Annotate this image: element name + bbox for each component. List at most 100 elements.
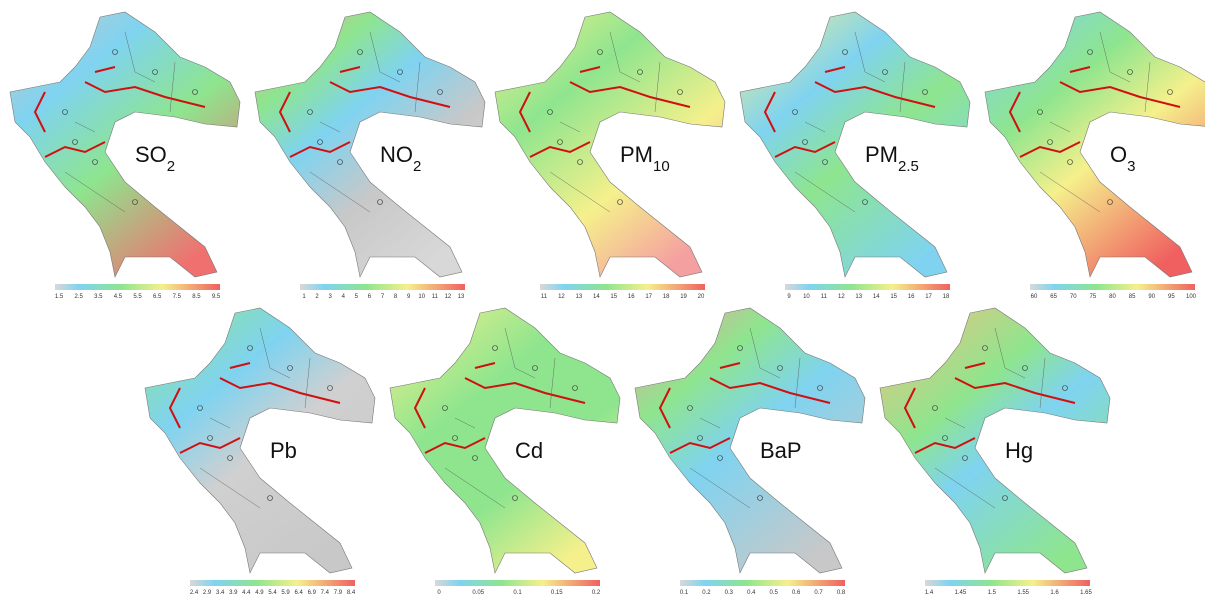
colorbar-tick-label: 17 [925, 294, 932, 300]
colorbar-tick-label: 8.4 [347, 590, 356, 596]
colorbar-tick-label: 13 [458, 294, 465, 300]
colorbar-tick-label: 0.05 [472, 590, 484, 596]
colorbar-tick-label: 5 [355, 294, 359, 300]
colorbar-tick-label: 80 [1109, 294, 1116, 300]
title-base: Hg [1005, 438, 1033, 463]
colorbar-tick-label: 1.55 [1017, 590, 1029, 596]
map-area [880, 308, 1110, 573]
colorbar-tick-label: 6.4 [294, 590, 303, 596]
colorbar-tick-label: 7.4 [321, 590, 330, 596]
colorbar [300, 284, 465, 290]
colorbar-tick-label: 0.3 [725, 590, 734, 596]
map-area [390, 308, 620, 573]
colorbar [785, 284, 950, 290]
colorbar [1030, 284, 1195, 290]
colorbar [55, 284, 220, 290]
map-panel: BaP0.10.20.30.40.50.60.70.8 [635, 308, 865, 596]
colorbar [435, 580, 600, 586]
map-area [635, 308, 865, 573]
colorbar-tick-label: 9 [787, 294, 791, 300]
colorbar-tick-label: 0.4 [747, 590, 756, 596]
colorbar-tick-label: 13 [855, 294, 862, 300]
colorbar [540, 284, 705, 290]
colorbar-tick-label: 10 [803, 294, 810, 300]
colorbar-tick-label: 0.6 [792, 590, 801, 596]
colorbar-tick-label: 65 [1050, 294, 1057, 300]
colorbar-tick-label: 12 [838, 294, 845, 300]
map-title: Pb [270, 438, 297, 463]
map-area [495, 12, 725, 277]
map-panel: PM2.59101112131415161718 [740, 12, 970, 300]
colorbar-tick-label: 0.8 [837, 590, 846, 596]
colorbar-tick-label: 3 [328, 294, 332, 300]
colorbar-tick-label: 8 [394, 294, 398, 300]
colorbar-tick-label: 6 [368, 294, 372, 300]
map-area [145, 308, 375, 573]
colorbar-tick-label: 8.5 [192, 294, 201, 300]
colorbar-tick-label: 2.5 [74, 294, 83, 300]
map-panel: Cd00.050.10.150.2 [390, 308, 620, 596]
map-area [985, 12, 1205, 277]
colorbar-tick-label: 7.9 [334, 590, 343, 596]
title-base: PM [620, 142, 653, 167]
title-sub: 2.5 [898, 158, 919, 175]
colorbar-tick-label: 12 [558, 294, 565, 300]
colorbar-tick-label: 17 [645, 294, 652, 300]
colorbar-tick-label: 3.9 [229, 590, 238, 596]
colorbar-tick-label: 4.9 [255, 590, 264, 596]
colorbar-tick-label: 1.4 [925, 590, 934, 596]
colorbar-tick-label: 5.5 [133, 294, 142, 300]
colorbar-tick-label: 14 [873, 294, 880, 300]
colorbar-tick-label: 85 [1129, 294, 1136, 300]
map-title: O3 [1110, 142, 1135, 175]
colorbar-tick-label: 7 [381, 294, 385, 300]
map-panel: NO212345678910111213 [255, 12, 485, 300]
title-base: SO [135, 142, 167, 167]
colorbar-tick-label: 1.65 [1080, 590, 1092, 596]
map-panel: SO21.52.53.54.55.56.57.58.59.5 [10, 12, 240, 300]
colorbar-tick-label: 19 [680, 294, 687, 300]
colorbar-tick-label: 0.15 [551, 590, 563, 596]
colorbar-tick-label: 0.2 [592, 590, 601, 596]
map-title: SO2 [135, 142, 175, 175]
title-base: NO [380, 142, 413, 167]
colorbar-tick-label: 4.5 [114, 294, 123, 300]
colorbar-tick-label: 5.9 [281, 590, 290, 596]
title-base: Pb [270, 438, 297, 463]
colorbar [190, 580, 355, 586]
colorbar-tick-label: 3.4 [216, 590, 225, 596]
colorbar-tick-label: 14 [593, 294, 600, 300]
colorbar-tick-label: 9 [407, 294, 411, 300]
colorbar-tick-label: 20 [698, 294, 705, 300]
colorbar-tick-label: 2.9 [203, 590, 212, 596]
colorbar-tick-label: 4.4 [242, 590, 251, 596]
colorbar-tick-label: 0.2 [702, 590, 711, 596]
figure: SO21.52.53.54.55.56.57.58.59.5NO21234567… [0, 0, 1205, 599]
colorbar-tick-label: 15 [890, 294, 897, 300]
map-area [740, 12, 970, 277]
colorbar-tick-label: 2 [315, 294, 319, 300]
map-title: NO2 [380, 142, 421, 175]
title-sub: 2 [167, 158, 175, 175]
colorbar-tick-label: 15 [610, 294, 617, 300]
colorbar-tick-label: 13 [576, 294, 583, 300]
colorbar-tick-label: 0 [437, 590, 441, 596]
title-sub: 10 [653, 158, 670, 175]
colorbar-tick-label: 16 [908, 294, 915, 300]
title-base: BaP [760, 438, 802, 463]
colorbar-tick-label: 70 [1070, 294, 1077, 300]
title-base: PM [865, 142, 898, 167]
colorbar-tick-label: 11 [541, 294, 548, 300]
colorbar-tick-label: 10 [418, 294, 425, 300]
colorbar-tick-label: 95 [1168, 294, 1175, 300]
colorbar-tick-label: 3.5 [94, 294, 103, 300]
colorbar-tick-label: 2.4 [190, 590, 199, 596]
map-area [10, 12, 240, 277]
colorbar-tick-label: 11 [821, 294, 828, 300]
colorbar-tick-label: 75 [1090, 294, 1097, 300]
title-base: O [1110, 142, 1127, 167]
map-title: PM2.5 [865, 142, 919, 175]
